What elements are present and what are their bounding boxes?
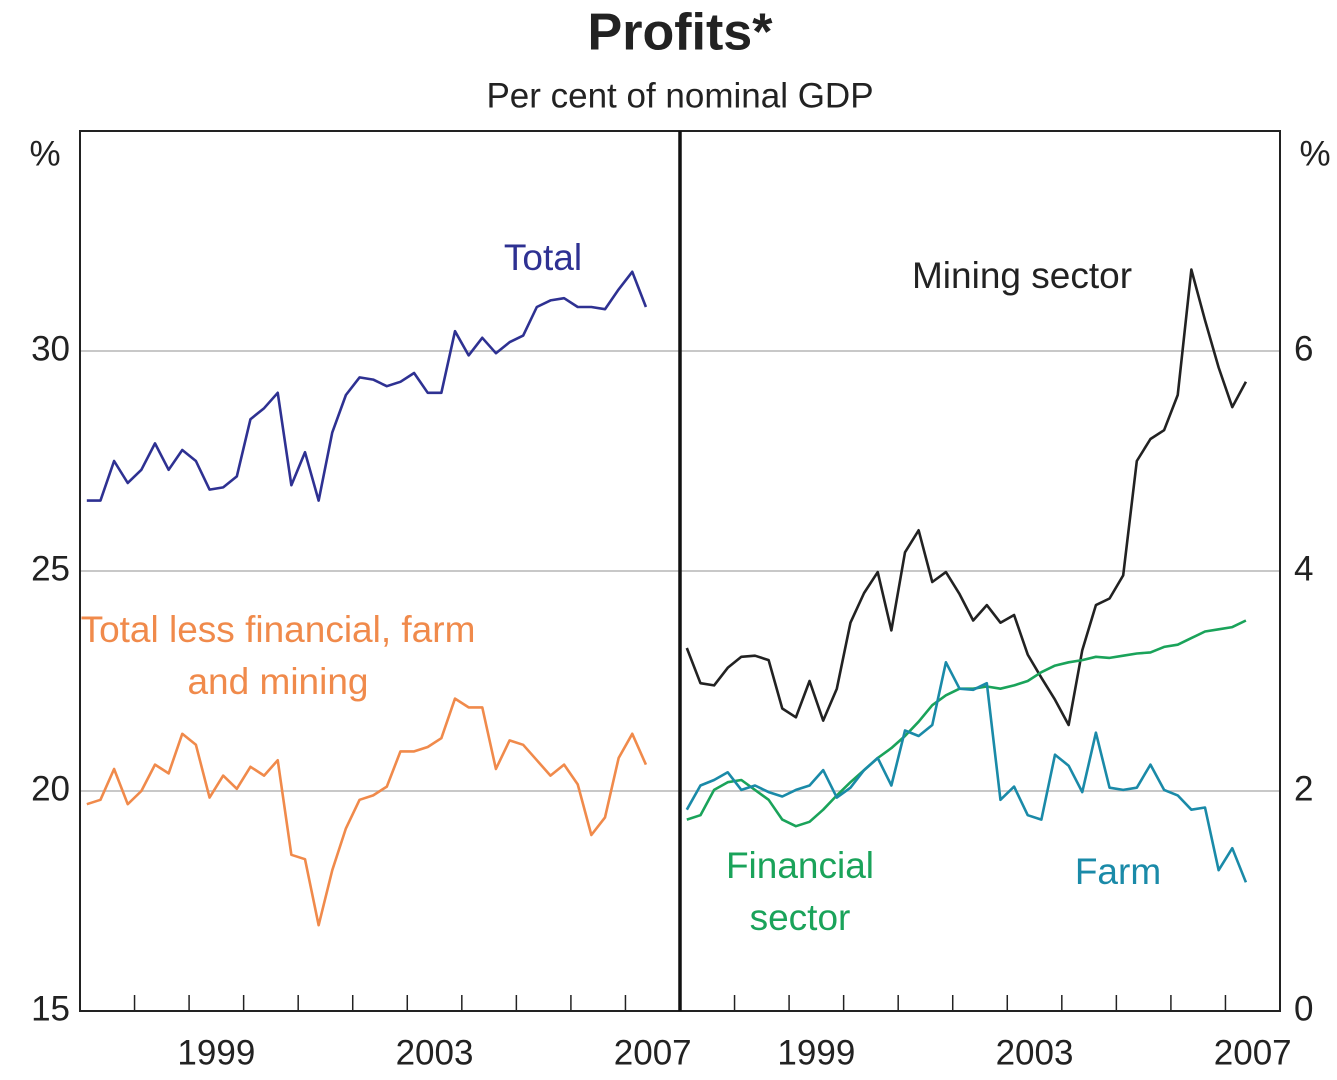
series-label: Total bbox=[503, 237, 583, 278]
x-tick-label: 2003 bbox=[396, 1033, 474, 1072]
series-line bbox=[686, 619, 1247, 828]
chart-subtitle: Per cent of nominal GDP bbox=[486, 76, 873, 115]
x-tick-label: 2007 bbox=[614, 1033, 692, 1072]
series-line bbox=[86, 270, 648, 502]
series-label: Total less financial, farm and mining bbox=[80, 609, 476, 702]
x-tick-label: 1999 bbox=[177, 1033, 255, 1072]
y-tick-label: 25 bbox=[31, 549, 70, 588]
y-axis-label: % bbox=[1299, 134, 1330, 173]
series-line bbox=[685, 661, 1248, 883]
x-tick-label: 2007 bbox=[1214, 1033, 1292, 1072]
series-label: Financial sector bbox=[725, 845, 875, 938]
series-label: Mining sector bbox=[911, 255, 1133, 296]
series-label: Farm bbox=[1074, 851, 1162, 892]
y-tick-label: 0 bbox=[1294, 989, 1313, 1028]
y-tick-label: 2 bbox=[1294, 769, 1313, 808]
series-line bbox=[86, 697, 648, 927]
x-tick-label: 1999 bbox=[777, 1033, 855, 1072]
y-tick-label: 30 bbox=[31, 329, 70, 368]
y-tick-label: 20 bbox=[31, 769, 70, 808]
y-axis-label: % bbox=[29, 134, 60, 173]
x-tick-label: 2003 bbox=[996, 1033, 1074, 1072]
y-tick-label: 4 bbox=[1294, 549, 1313, 588]
y-tick-label: 6 bbox=[1294, 329, 1313, 368]
y-tick-label: 15 bbox=[31, 989, 70, 1028]
series-line bbox=[685, 268, 1248, 727]
chart-title: Profits* bbox=[588, 4, 774, 62]
